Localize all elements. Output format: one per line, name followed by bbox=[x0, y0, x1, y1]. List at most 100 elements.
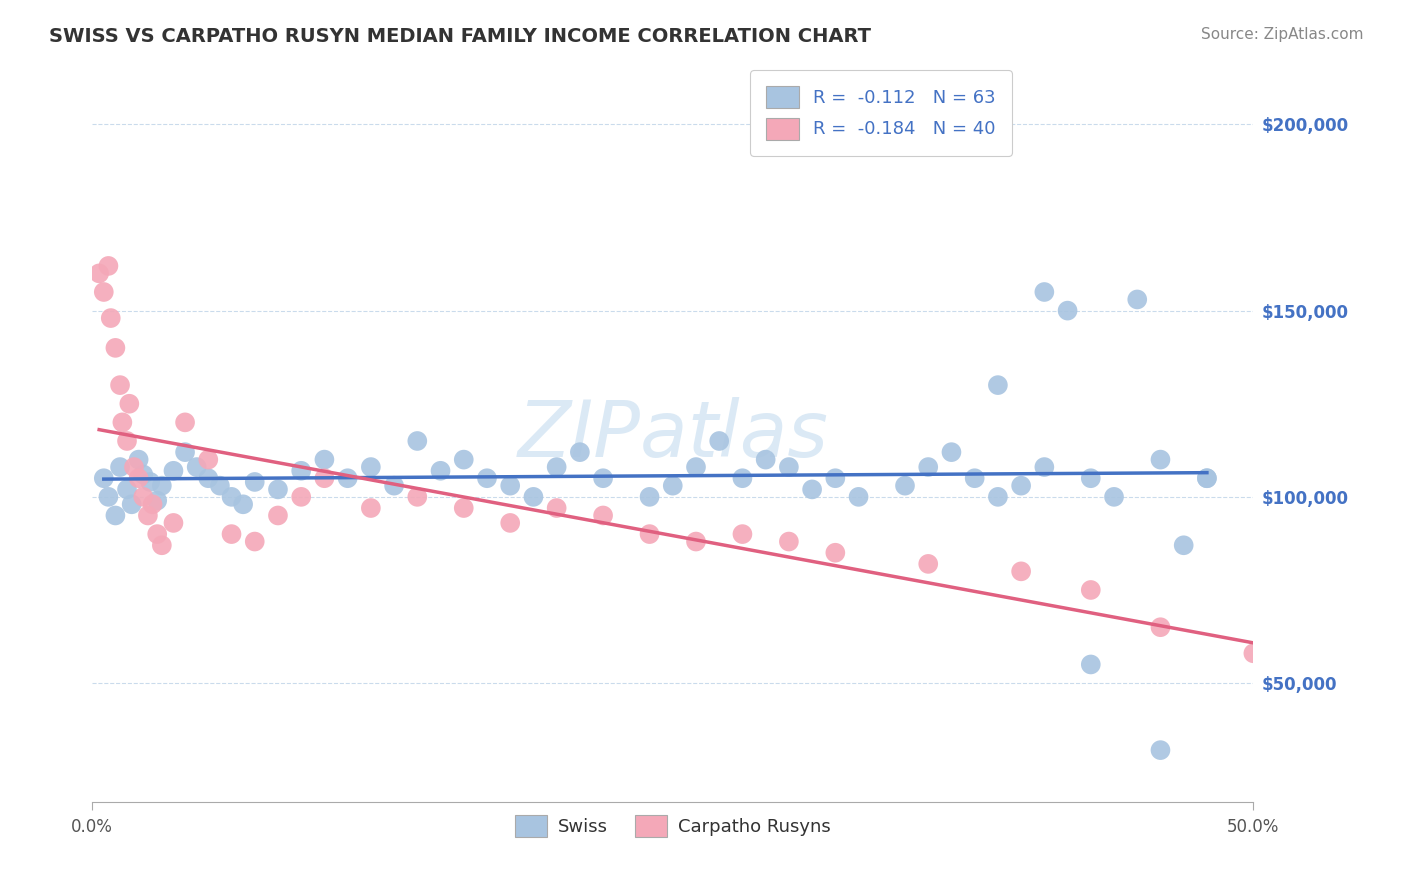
Point bbox=[894, 478, 917, 492]
Point bbox=[122, 460, 145, 475]
Point bbox=[987, 378, 1010, 392]
Point bbox=[243, 475, 266, 489]
Point bbox=[89, 266, 111, 280]
Point bbox=[104, 508, 127, 523]
Point bbox=[93, 285, 115, 299]
Point bbox=[406, 434, 429, 448]
Point bbox=[97, 259, 120, 273]
Text: ZIPatlas: ZIPatlas bbox=[517, 398, 828, 474]
Point bbox=[197, 471, 219, 485]
Point bbox=[243, 534, 266, 549]
Point bbox=[941, 445, 963, 459]
Point bbox=[360, 460, 382, 475]
Point bbox=[731, 471, 754, 485]
Point bbox=[546, 501, 568, 516]
Point bbox=[132, 467, 155, 482]
Point bbox=[453, 452, 475, 467]
Point bbox=[128, 471, 150, 485]
Point bbox=[132, 490, 155, 504]
Point bbox=[987, 490, 1010, 504]
Point bbox=[314, 452, 336, 467]
Point bbox=[146, 527, 169, 541]
Point bbox=[592, 508, 614, 523]
Point bbox=[1033, 460, 1056, 475]
Point bbox=[108, 460, 131, 475]
Point bbox=[963, 471, 986, 485]
Point bbox=[522, 490, 544, 504]
Point bbox=[801, 483, 824, 497]
Point bbox=[568, 445, 591, 459]
Point bbox=[1149, 620, 1171, 634]
Point bbox=[1080, 657, 1102, 672]
Text: SWISS VS CARPATHO RUSYN MEDIAN FAMILY INCOME CORRELATION CHART: SWISS VS CARPATHO RUSYN MEDIAN FAMILY IN… bbox=[49, 27, 872, 45]
Point bbox=[1149, 743, 1171, 757]
Point bbox=[546, 460, 568, 475]
Point bbox=[1010, 565, 1032, 579]
Point bbox=[336, 471, 359, 485]
Point bbox=[1195, 471, 1218, 485]
Point bbox=[162, 464, 184, 478]
Point bbox=[104, 341, 127, 355]
Point bbox=[755, 452, 778, 467]
Point bbox=[360, 501, 382, 516]
Point bbox=[150, 538, 173, 552]
Point bbox=[453, 501, 475, 516]
Point bbox=[592, 471, 614, 485]
Point bbox=[186, 460, 208, 475]
Point bbox=[146, 493, 169, 508]
Point bbox=[142, 497, 165, 511]
Point bbox=[174, 445, 197, 459]
Point bbox=[638, 527, 661, 541]
Point bbox=[1241, 646, 1264, 660]
Point bbox=[232, 497, 254, 511]
Point bbox=[661, 478, 683, 492]
Point bbox=[1056, 303, 1078, 318]
Point bbox=[162, 516, 184, 530]
Point bbox=[1126, 293, 1149, 307]
Point bbox=[709, 434, 731, 448]
Point bbox=[1149, 452, 1171, 467]
Point bbox=[97, 490, 120, 504]
Point bbox=[290, 464, 312, 478]
Point bbox=[1102, 490, 1125, 504]
Point bbox=[111, 415, 134, 429]
Point bbox=[778, 460, 800, 475]
Point bbox=[824, 546, 846, 560]
Point bbox=[685, 460, 707, 475]
Point bbox=[197, 452, 219, 467]
Point bbox=[499, 478, 522, 492]
Point bbox=[115, 483, 138, 497]
Point bbox=[824, 471, 846, 485]
Point bbox=[136, 508, 159, 523]
Point bbox=[267, 483, 290, 497]
Point bbox=[1195, 471, 1218, 485]
Point bbox=[382, 478, 405, 492]
Point bbox=[1010, 478, 1032, 492]
Point bbox=[118, 397, 141, 411]
Point bbox=[848, 490, 870, 504]
Point bbox=[731, 527, 754, 541]
Point bbox=[174, 415, 197, 429]
Point bbox=[121, 497, 143, 511]
Point bbox=[221, 490, 243, 504]
Point bbox=[108, 378, 131, 392]
Point bbox=[290, 490, 312, 504]
Point bbox=[1033, 285, 1056, 299]
Point bbox=[917, 557, 939, 571]
Point bbox=[314, 471, 336, 485]
Point bbox=[139, 475, 162, 489]
Text: Source: ZipAtlas.com: Source: ZipAtlas.com bbox=[1201, 27, 1364, 42]
Point bbox=[150, 478, 173, 492]
Point bbox=[475, 471, 498, 485]
Point bbox=[778, 534, 800, 549]
Point bbox=[221, 527, 243, 541]
Point bbox=[267, 508, 290, 523]
Point bbox=[100, 311, 122, 326]
Point bbox=[638, 490, 661, 504]
Point bbox=[1080, 471, 1102, 485]
Point bbox=[406, 490, 429, 504]
Point bbox=[917, 460, 939, 475]
Point bbox=[115, 434, 138, 448]
Point bbox=[429, 464, 451, 478]
Point bbox=[93, 471, 115, 485]
